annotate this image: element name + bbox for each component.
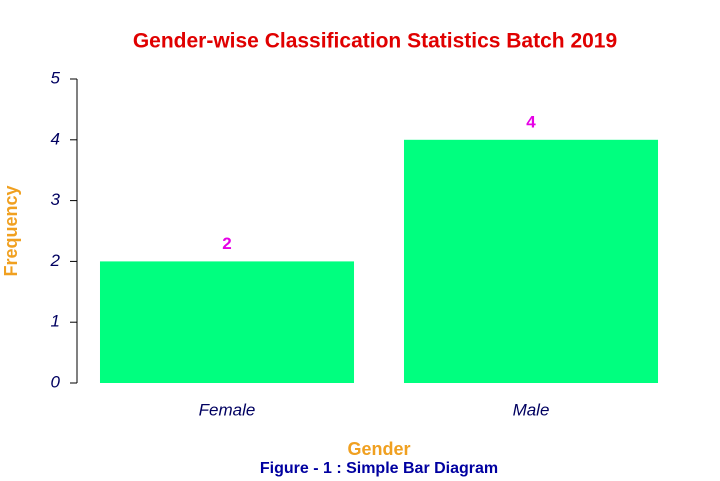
bar bbox=[99, 261, 355, 383]
chart-title: Gender-wise Classification Statistics Ba… bbox=[133, 30, 617, 53]
x-tick-label: Male bbox=[513, 400, 550, 419]
x-tick-label: Female bbox=[199, 400, 256, 419]
y-tick-label: 1 bbox=[51, 312, 60, 331]
data-label: 4 bbox=[526, 112, 536, 131]
y-tick-label: 3 bbox=[51, 190, 61, 209]
y-axis-label: Frequency bbox=[1, 185, 21, 276]
x-axis-label: Gender bbox=[347, 439, 410, 459]
data-label: 2 bbox=[222, 234, 231, 253]
y-tick-label: 0 bbox=[51, 372, 61, 391]
bar bbox=[403, 139, 659, 383]
y-tick-label: 2 bbox=[50, 251, 61, 270]
y-tick-label: 4 bbox=[51, 129, 60, 148]
y-tick-label: 5 bbox=[51, 68, 61, 87]
caption: Figure - 1 : Simple Bar Diagram bbox=[260, 460, 498, 477]
